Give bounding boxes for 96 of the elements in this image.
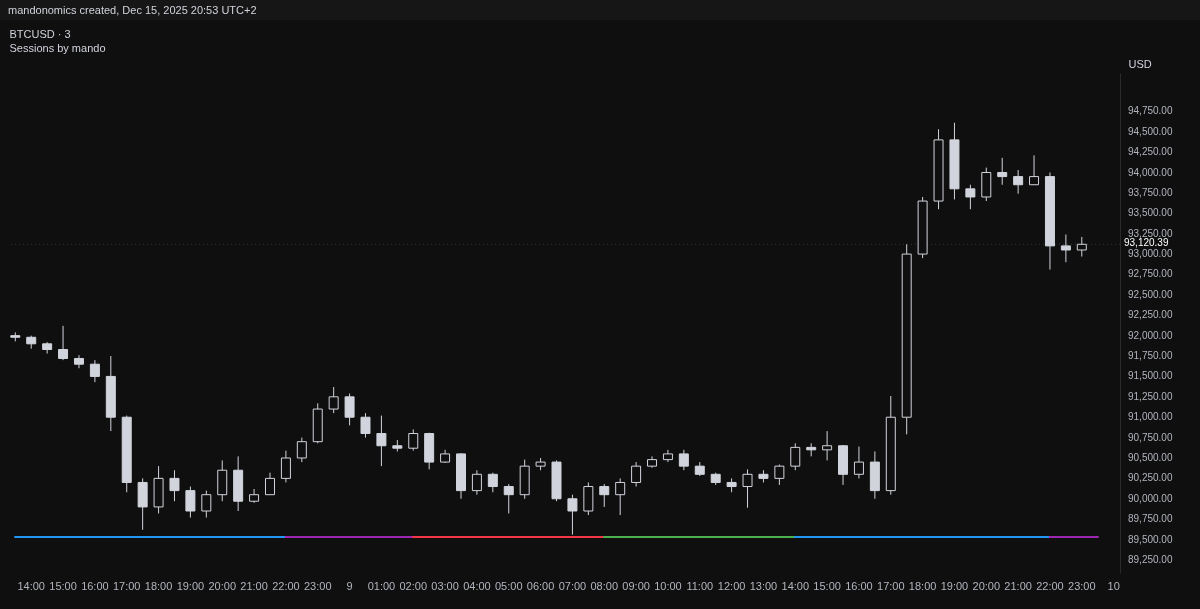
candlestick [376,415,387,467]
candlestick [822,430,833,461]
y-tick-label: 89,250.00 [1128,553,1173,565]
x-tick-label: 15:00 [49,580,77,592]
candlestick [599,483,610,508]
y-tick-label: 90,750.00 [1128,431,1173,443]
y-tick-label: 94,250.00 [1128,146,1173,158]
x-tick-label: 10 [1107,580,1120,592]
candlestick [1060,234,1071,263]
y-tick-label: 92,750.00 [1128,268,1173,280]
candlestick [853,446,864,479]
candlestick [328,386,339,414]
candlestick [631,461,642,488]
y-tick-label: 89,500.00 [1128,533,1173,545]
candlestick [1076,236,1087,258]
y-tick-label: 91,250.00 [1128,390,1173,402]
x-tick-label: 20:00 [972,580,1001,592]
x-tick-label: 16:00 [81,580,109,592]
y-tick-label: 90,000.00 [1128,492,1173,504]
x-tick-label: 19:00 [940,580,969,592]
y-tick-label: 93,500.00 [1128,207,1173,219]
y-tick-label: 94,500.00 [1128,125,1173,137]
candlestick [201,490,212,519]
y-tick-label: 89,750.00 [1128,513,1173,525]
x-tick-label: 18:00 [144,580,173,592]
x-tick-label: 19:00 [176,580,205,592]
x-tick-label: 07:00 [558,580,587,592]
x-tick-label: 02:00 [399,580,428,592]
y-tick-label: 93,250.00 [1128,227,1173,239]
candlestick [264,472,275,496]
candlestick [790,442,801,471]
y-tick-label: 94,750.00 [1128,105,1173,117]
candlestick [567,494,578,536]
x-tick-label: 03:00 [431,580,459,592]
x-tick-label: 17:00 [112,580,141,592]
candlestick [42,341,53,355]
x-tick-label: 18:00 [908,580,937,592]
x-tick-label: 01:00 [367,580,396,592]
x-tick-label: 11:00 [686,580,714,592]
candlestick [169,469,180,502]
x-tick-label: 05:00 [494,580,523,592]
y-tick-label: 90,250.00 [1128,472,1173,484]
candlestick [296,437,307,463]
y-tick-label: 91,500.00 [1128,370,1173,382]
x-tick-label: 21:00 [1004,580,1032,592]
x-tick-label: 09:00 [622,580,650,592]
x-tick-label: 22:00 [1036,580,1064,592]
x-tick-label: 10:00 [654,580,682,592]
candlestick [1013,169,1024,195]
chart-title: BTCUSD · 3 [9,28,71,40]
x-tick-label: 22:00 [272,580,300,592]
candlestick [997,157,1008,186]
x-tick-label: 17:00 [877,580,905,592]
candlestick [360,412,371,439]
x-tick-label: 15:00 [813,580,841,592]
x-tick-label: 9 [346,580,353,592]
y-tick-label: 93,000.00 [1128,248,1173,260]
y-tick-label: 92,000.00 [1128,329,1173,341]
y-tick-label: 94,000.00 [1128,166,1173,178]
y-tick-label: 92,500.00 [1128,288,1173,300]
candlestick [344,393,355,426]
x-tick-label: 06:00 [526,580,555,592]
candlestick [185,486,196,519]
y-tick-label: 93,750.00 [1128,186,1173,198]
x-tick-label: 04:00 [463,580,491,592]
candlestick [742,468,753,509]
x-tick-label: 23:00 [303,580,332,592]
candlestick [503,483,514,514]
y-tick-label: 90,500.00 [1128,451,1173,463]
ref-line-label: 93,120.39 [1124,237,1169,249]
candlestick [73,354,84,369]
candlestick [487,472,498,493]
candlestick [58,325,69,361]
x-tick-label: 12:00 [717,580,746,592]
x-tick-label: 21:00 [240,580,268,592]
candlestick [1029,154,1040,186]
y-tick-label: 91,750.00 [1128,350,1173,362]
x-tick-label: 13:00 [749,580,778,592]
candlestick [615,477,626,516]
candlestick [280,450,291,483]
x-tick-label: 14:00 [781,580,810,592]
candlestick [471,469,482,496]
y-tick-label: 91,000.00 [1128,411,1173,423]
candlestick [408,428,419,452]
candlestick [965,184,976,210]
text: mandonomics created, Dec 15, 2025 20:53 UTC+2 [0,0,1200,20]
x-tick-label: 20:00 [208,580,236,592]
y-tick-label: 92,250.00 [1128,309,1173,321]
candlestick [89,359,100,383]
x-tick-label: 14:00 [17,580,45,592]
chart-subtitle: Sessions by mando [9,42,106,54]
candlestick [678,449,689,471]
y-axis-title: USD [1128,57,1152,70]
x-tick-label: 08:00 [590,580,619,592]
x-tick-label: 23:00 [1068,580,1096,592]
x-tick-label: 16:00 [845,580,873,592]
